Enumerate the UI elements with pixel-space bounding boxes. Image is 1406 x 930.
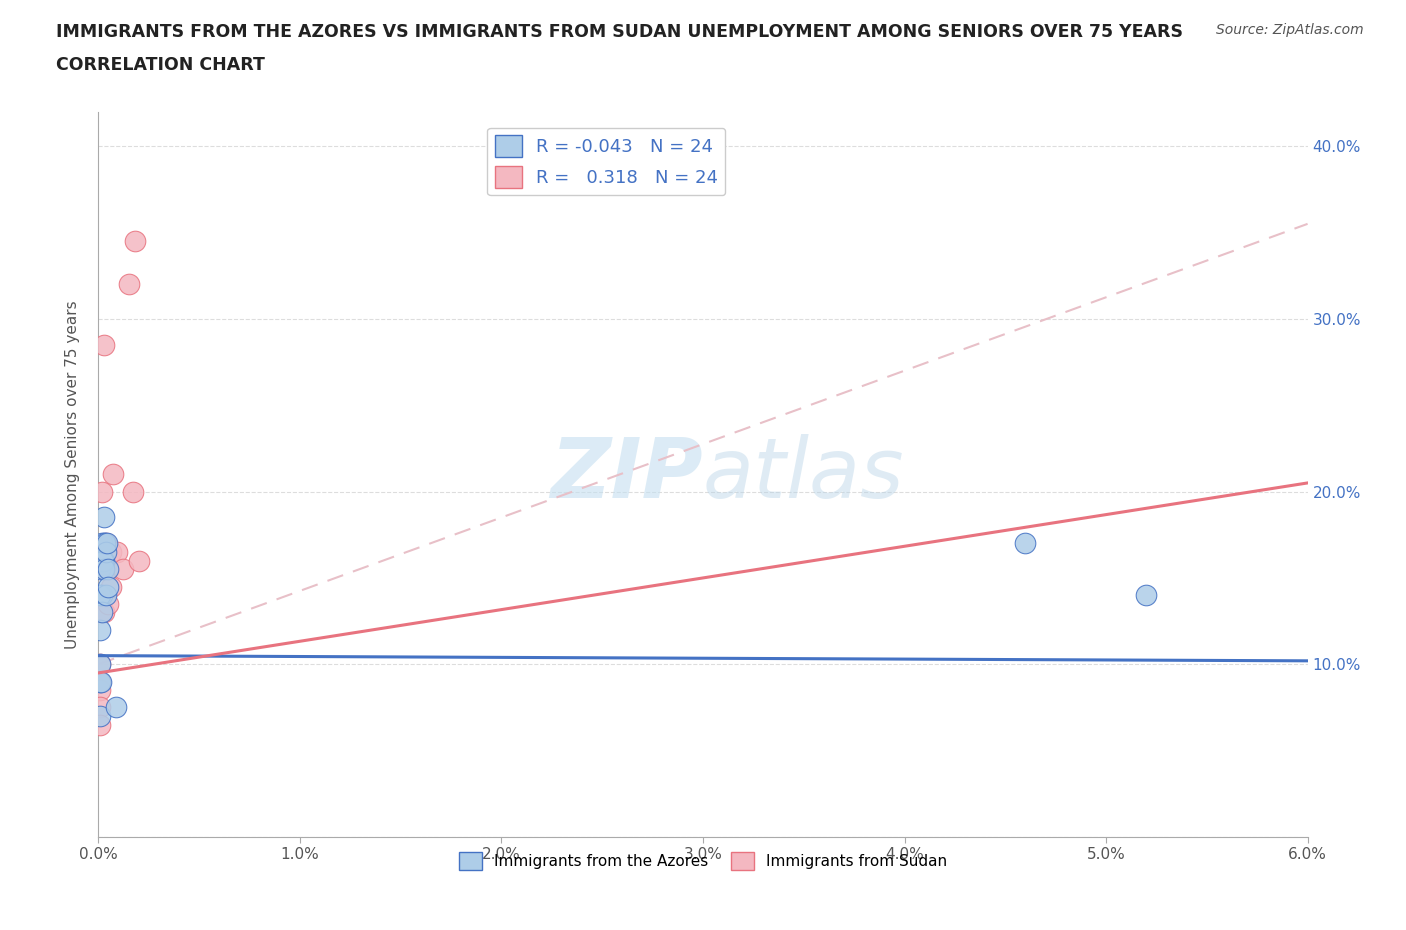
Point [89, 717, 111, 732]
Point [89, 622, 111, 637]
Point [111, 562, 134, 577]
Point [93, 605, 115, 620]
Point [124, 233, 146, 248]
Text: atlas: atlas [703, 433, 904, 515]
Point [91, 485, 114, 499]
Point [105, 545, 128, 560]
Point [89, 657, 111, 671]
Text: Source: ZipAtlas.com: Source: ZipAtlas.com [1216, 23, 1364, 37]
Text: IMMIGRANTS FROM THE AZORES VS IMMIGRANTS FROM SUDAN UNEMPLOYMENT AMONG SENIORS O: IMMIGRANTS FROM THE AZORES VS IMMIGRANTS… [56, 23, 1184, 41]
Point [96, 545, 118, 560]
Legend: Immigrants from the Azores, Immigrants from Sudan: Immigrants from the Azores, Immigrants f… [453, 845, 953, 876]
Point [93, 562, 115, 577]
Point [104, 700, 127, 715]
Point [128, 553, 150, 568]
Point [89, 683, 111, 698]
Point [91, 605, 114, 620]
Point [121, 485, 143, 499]
Point [91, 553, 114, 568]
Point [118, 277, 141, 292]
Point [89, 657, 111, 671]
Point [1014, 536, 1036, 551]
Y-axis label: Unemployment Among Seniors over 75 years: Unemployment Among Seniors over 75 years [65, 300, 80, 648]
Text: CORRELATION CHART: CORRELATION CHART [56, 56, 266, 73]
Point [93, 553, 115, 568]
Point [93, 510, 115, 525]
Point [97, 596, 120, 611]
Point [96, 562, 118, 577]
Point [91, 588, 114, 603]
Point [97, 562, 120, 577]
Point [90, 605, 112, 620]
Point [93, 338, 115, 352]
Point [91, 536, 114, 551]
Point [89, 674, 111, 689]
Point [100, 579, 122, 594]
Point [89, 588, 111, 603]
Point [89, 709, 111, 724]
Point [1135, 588, 1157, 603]
Point [96, 588, 118, 603]
Point [93, 553, 115, 568]
Point [101, 467, 124, 482]
Point [93, 536, 115, 551]
Point [94, 536, 117, 551]
Point [97, 579, 120, 594]
Point [96, 536, 118, 551]
Point [89, 562, 111, 577]
Point [89, 700, 111, 715]
Point [89, 674, 111, 689]
Point [93, 562, 115, 577]
Point [97, 562, 120, 577]
Point [96, 536, 118, 551]
Point [90, 674, 112, 689]
Text: ZIP: ZIP [550, 433, 703, 515]
Point [100, 545, 122, 560]
